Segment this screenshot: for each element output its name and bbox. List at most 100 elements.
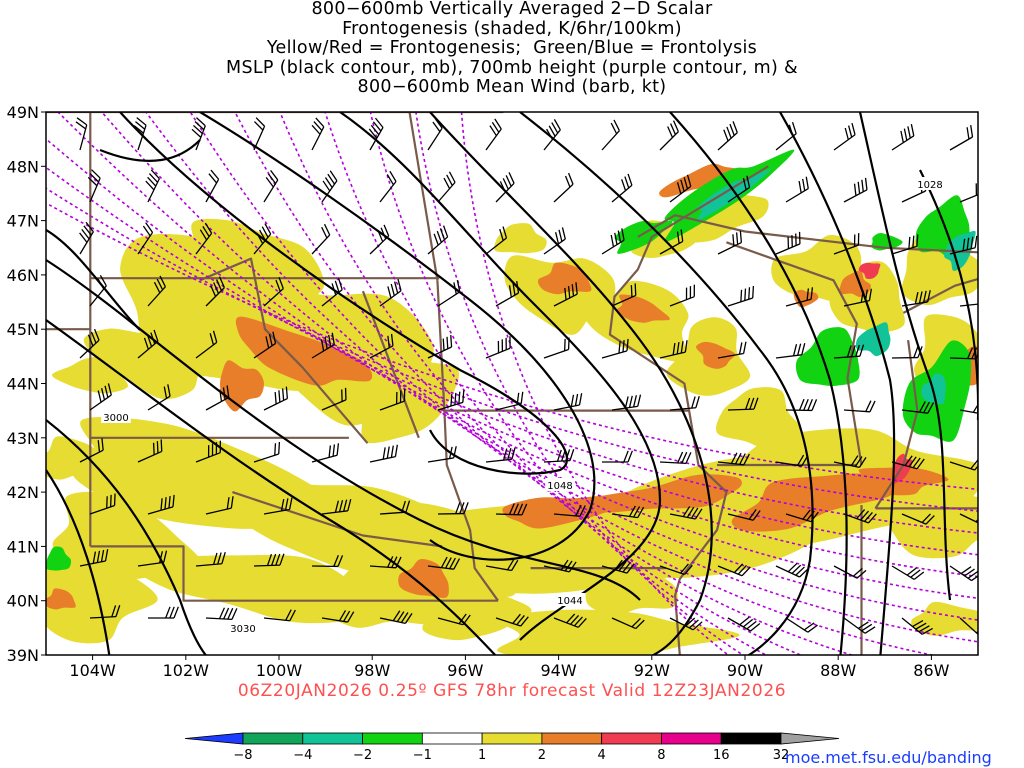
wind-barb-staff: [311, 454, 338, 463]
wind-barb-flag: [792, 344, 798, 357]
wind-barb-flag: [442, 225, 449, 238]
wind-barb-flag: [568, 561, 577, 573]
wind-barb-flag: [614, 232, 618, 245]
wind-barb-staff: [369, 235, 390, 255]
wind-barb-staff: [843, 409, 870, 413]
wind-barb-flag: [634, 283, 637, 296]
wind-barb-flag: [631, 617, 641, 628]
wind-barb-staff: [775, 565, 800, 578]
wind-barb-staff: [601, 239, 625, 255]
wind-barb-flag: [962, 238, 966, 251]
wind-barb-flag: [160, 498, 163, 511]
wind-barb-flag: [512, 613, 521, 624]
mslp-contour: [119, 112, 569, 475]
wind-barb-flag: [218, 276, 225, 288]
wind-barb-flag: [100, 549, 105, 562]
wind-barb-flag: [165, 606, 171, 619]
wind-barb-flag: [860, 290, 864, 303]
wind-barb-flag: [970, 459, 978, 470]
wind-barb-staff: [717, 461, 744, 466]
wind-barb-flag: [857, 181, 861, 194]
credit-link[interactable]: moe.met.fsu.edu/banding: [785, 748, 992, 767]
wind-barb-flag: [147, 176, 157, 187]
wind-barb-flag: [462, 614, 471, 626]
wind-barb-flag: [681, 451, 688, 464]
wind-barb-flag: [333, 555, 339, 567]
wind-barb-flag: [374, 117, 384, 128]
wind-barb-staff: [775, 354, 802, 359]
wind-barb-staff: [601, 565, 628, 574]
lon-label: 98W: [354, 661, 390, 680]
wind-barb-flag: [676, 342, 680, 355]
wind-barb-flag: [851, 122, 856, 135]
wind-barb-staff: [137, 450, 163, 463]
mslp-contour: [339, 112, 662, 641]
frontogenesis-area: [191, 218, 325, 326]
wind-barb-flag: [255, 117, 266, 127]
wind-barb-staff: [601, 350, 628, 359]
wind-barb-flag: [404, 613, 413, 624]
wind-barb-flag: [264, 223, 272, 235]
wind-barb-flag: [79, 232, 88, 243]
wind-barb-flag: [677, 451, 684, 464]
wind-barb-staff: [717, 565, 743, 577]
mslp-contour: [46, 469, 111, 655]
colorbar-label: 2: [538, 748, 546, 763]
wind-barb-flag: [227, 607, 234, 620]
wind-barb-flag: [75, 121, 87, 130]
wind-barb-staff: [553, 183, 574, 203]
wind-barb-flag: [100, 388, 106, 401]
map-title: 800−600mb Vertically Averaged 2−D Scalar…: [0, 0, 1024, 98]
wind-barb-flag: [742, 341, 747, 354]
wind-barb-flag: [856, 509, 866, 520]
wind-barb-flag: [499, 228, 504, 241]
wind-barb-flag: [916, 234, 919, 247]
wind-barb-flag: [494, 118, 502, 130]
wind-barb-flag: [76, 117, 88, 126]
wind-barb-flag: [979, 630, 990, 635]
wind-barb-staff: [727, 617, 751, 632]
wind-barb-flag: [455, 502, 461, 514]
wind-barb-flag: [380, 227, 387, 240]
height-label-bg: [101, 410, 131, 423]
wind-barb-flag: [266, 553, 273, 566]
wind-barb-staff: [89, 615, 116, 619]
frontolysis-moderate: [696, 168, 771, 221]
wind-barb-flag: [570, 394, 575, 407]
colorbar-right-arrow: [780, 732, 840, 745]
wind-barb-flag: [982, 404, 988, 414]
wind-barb-flag: [327, 173, 336, 185]
wind-barb-staff: [79, 560, 106, 567]
wind-barb-flag: [400, 612, 409, 623]
height-contour: [189, 112, 978, 643]
wind-barb-flag: [267, 173, 277, 184]
wind-barb-flag: [854, 456, 863, 467]
wind-barb-staff: [949, 565, 972, 582]
mslp-label-bg: [555, 593, 585, 606]
wind-barb-flag: [686, 506, 695, 518]
wind-barb-staff: [253, 453, 279, 463]
wind-barb-staff: [253, 564, 281, 567]
wind-barb-flag: [916, 458, 925, 470]
wind-barb-staff: [379, 617, 406, 625]
wind-barb-flag: [737, 564, 747, 575]
wind-barb-staff: [543, 348, 569, 359]
wind-barb-flag: [910, 123, 915, 136]
wind-barb-flag: [502, 448, 508, 461]
colorbar-label: 32: [773, 748, 790, 763]
wind-barb-flag: [280, 499, 285, 512]
wind-barb-staff: [543, 565, 570, 573]
wind-barb-flag: [391, 556, 398, 568]
wind-barb-staff: [263, 617, 290, 622]
wind-barb-flag: [577, 617, 587, 628]
wind-barb-staff: [543, 459, 570, 463]
wind-barb-staff: [717, 352, 744, 359]
wind-barb-staff: [543, 129, 561, 151]
height-contour: [279, 112, 855, 655]
wind-barb-flag: [966, 237, 970, 250]
wind-barb-staff: [891, 461, 918, 470]
frontolysis-area: [795, 327, 860, 386]
wind-barb-flag: [278, 390, 281, 403]
wind-barb-flag: [912, 235, 915, 248]
wind-barb-flag: [859, 344, 865, 357]
